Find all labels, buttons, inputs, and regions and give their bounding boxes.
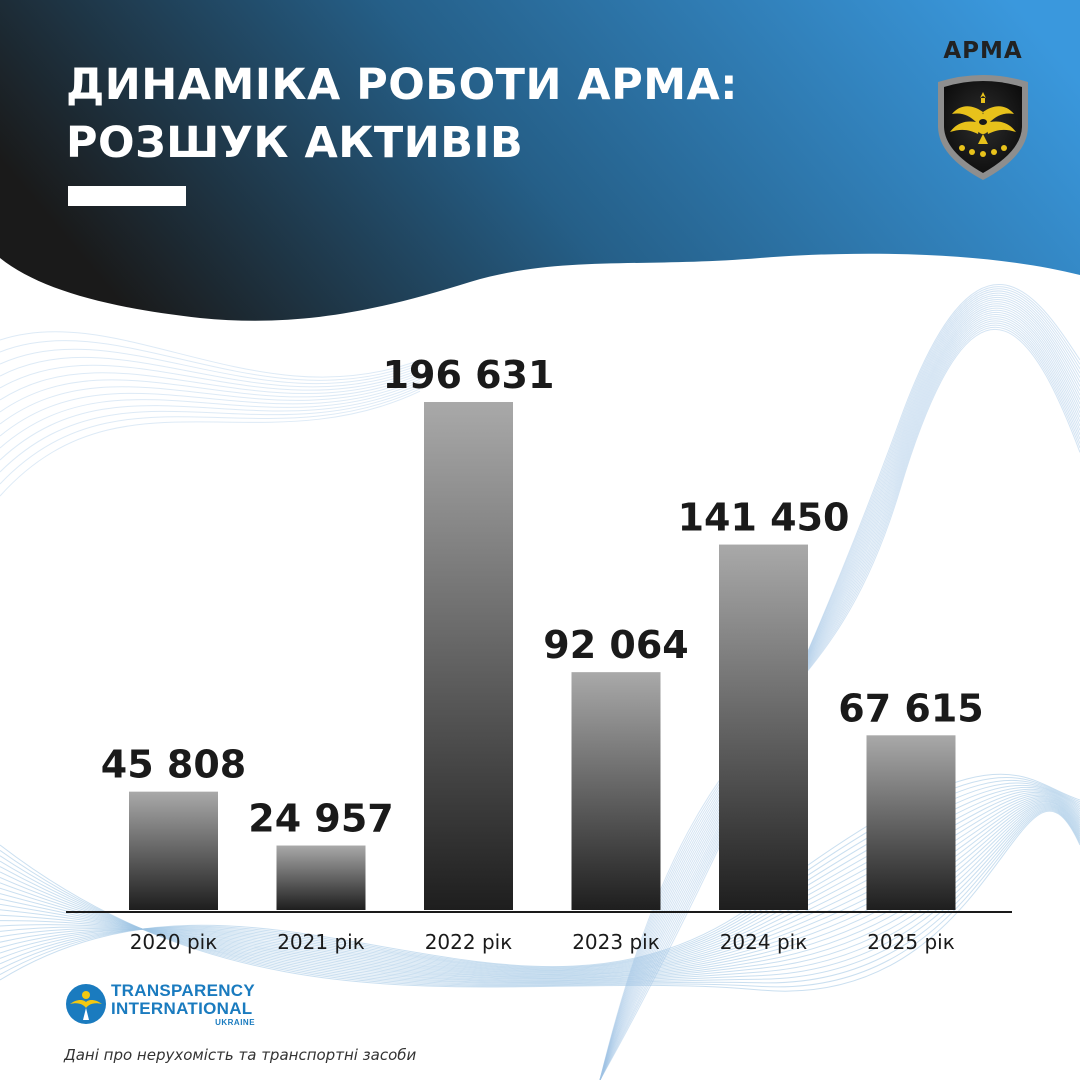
category-label: 2020 рік — [130, 930, 218, 954]
bar — [719, 544, 808, 910]
wave-line — [0, 340, 421, 381]
wave-line — [0, 788, 1080, 972]
ti-line-1: TRANSPARENCY — [111, 981, 256, 1000]
wave-line — [599, 299, 1080, 1080]
wave-line — [0, 378, 421, 437]
wave-line — [0, 773, 1080, 981]
wave-line — [0, 806, 1080, 984]
wave-line — [0, 800, 1080, 979]
arma-logo-text: АРМА — [943, 38, 1023, 64]
wave-line — [0, 784, 1080, 971]
title-underline-bar — [68, 186, 186, 206]
wave-line — [0, 799, 1080, 979]
wave-line — [0, 808, 1080, 986]
bars-group: 45 808 2020 рік 24 957 2021 рік 196 631 2022 … — [101, 353, 984, 954]
wave-line — [599, 314, 1080, 1080]
wave-line — [0, 801, 1080, 980]
wave-line — [599, 324, 1080, 1080]
page-title: ДИНАМІКА РОБОТИ АРМА: РОЗШУК АКТИВІВ — [66, 56, 738, 172]
wave-line — [599, 286, 1080, 1080]
wave-line — [0, 381, 421, 449]
wave-line — [599, 316, 1080, 1080]
wave-line — [0, 790, 1080, 973]
header-banner — [0, 0, 1080, 321]
category-label: 2021 рік — [277, 930, 365, 954]
transparency-international-logo: TRANSPARENCY INTERNATIONAL UKRAINE — [64, 982, 324, 1030]
wave-line — [0, 373, 421, 413]
wave-line — [0, 388, 421, 485]
bar — [129, 791, 218, 910]
bar — [424, 402, 513, 910]
ti-line-3: UKRAINE — [215, 1018, 256, 1027]
bar-value-label: 67 615 — [838, 686, 983, 730]
wave-line — [599, 294, 1080, 1080]
title-line-1: ДИНАМІКА РОБОТИ АРМА: — [66, 60, 738, 110]
wave-line — [0, 383, 421, 461]
wave-line — [0, 802, 1080, 981]
wave-line — [0, 810, 1080, 992]
wave-line — [0, 807, 1080, 985]
wave-line — [599, 318, 1080, 1080]
wave-line — [599, 301, 1080, 1080]
wave-line — [0, 794, 1080, 975]
bar-value-label: 196 631 — [383, 353, 555, 397]
wave-line — [599, 322, 1080, 1080]
wave-line — [599, 296, 1080, 1080]
wave-line — [599, 290, 1080, 1080]
wave-line — [0, 364, 421, 391]
wave-line — [0, 385, 421, 473]
wave-line — [0, 786, 1080, 971]
wave-line — [0, 803, 1080, 982]
wave-line — [599, 328, 1080, 1080]
transparency-international-icon — [66, 984, 106, 1024]
category-label: 2024 рік — [720, 930, 808, 954]
footnote: Дані про нерухомість та транспортні засо… — [64, 1046, 417, 1064]
wave-line — [599, 307, 1080, 1080]
bar-value-label: 141 450 — [678, 496, 850, 540]
wave-line — [0, 805, 1080, 984]
category-label: 2023 рік — [572, 930, 660, 954]
wave-line — [0, 779, 1080, 970]
wave-line — [0, 390, 421, 497]
wave-line — [0, 782, 1080, 970]
bar — [866, 735, 956, 910]
category-label: 2022 рік — [425, 930, 513, 954]
wave-line — [599, 312, 1080, 1080]
wave-line — [599, 303, 1080, 1080]
wave-line — [0, 809, 1080, 988]
title-line-2: РОЗШУК АКТИВІВ — [66, 118, 524, 168]
wave-line — [599, 309, 1080, 1080]
category-label: 2025 рік — [867, 930, 955, 954]
wave-line — [0, 795, 1080, 976]
wave-line — [0, 793, 1080, 975]
wave-line — [599, 292, 1080, 1080]
wave-line — [599, 320, 1080, 1080]
arma-shield-icon — [938, 75, 1028, 180]
bar-value-label: 92 064 — [543, 623, 688, 667]
wave-line — [0, 804, 1080, 983]
wave-line — [0, 371, 421, 401]
wave-line — [0, 356, 421, 388]
ti-line-2: INTERNATIONAL — [111, 999, 253, 1018]
wave-line — [0, 331, 421, 378]
wave-line — [599, 326, 1080, 1080]
wave-line — [599, 305, 1080, 1080]
bar-value-label: 24 957 — [248, 797, 393, 841]
wave-line — [0, 791, 1080, 974]
wave-line — [0, 798, 1080, 978]
wave-line — [599, 284, 1080, 1080]
bar-value-label: 45 808 — [101, 743, 246, 787]
arma-logo: АРМА — [928, 38, 1038, 184]
bar — [571, 672, 661, 910]
wave-line — [0, 776, 1080, 976]
wave-line — [599, 288, 1080, 1080]
wave-line — [0, 376, 421, 425]
wave-line — [0, 348, 421, 385]
bar — [276, 845, 366, 910]
wave-line — [0, 797, 1080, 977]
